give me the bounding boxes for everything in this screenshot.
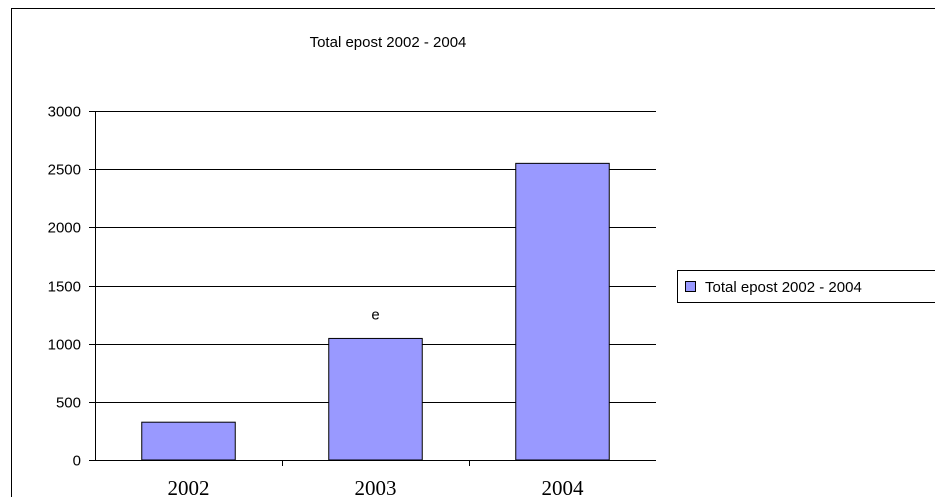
bar-2003 <box>328 337 423 461</box>
annotations: e <box>371 306 379 323</box>
y-tick-label: 2500 <box>48 162 81 179</box>
y-tick-label: 3000 <box>48 104 81 121</box>
y-axis-tick-labels: 0 500 1000 1500 2000 2500 3000 <box>48 104 81 470</box>
legend-label: Total epost 2002 - 2004 <box>705 279 862 296</box>
y-tick-label: 500 <box>56 395 81 412</box>
annotation-label: e <box>371 306 379 323</box>
x-axis-tick-labels: 2002 2003 2004 <box>168 460 585 497</box>
x-tick-label: 2004 <box>542 476 585 497</box>
x-tick-label: 2002 <box>168 476 210 497</box>
chart-area-border <box>11 8 935 497</box>
y-tick-label: 0 <box>73 453 81 470</box>
y-tick-label: 1500 <box>48 279 81 296</box>
legend: Total epost 2002 - 2004 <box>677 270 935 303</box>
bars <box>141 162 610 461</box>
bar-2002 <box>141 421 236 461</box>
bar-2004 <box>515 162 610 461</box>
chart-title: Total epost 2002 - 2004 <box>310 34 467 51</box>
y-tick-label: 1000 <box>48 337 81 354</box>
x-tick-label: 2003 <box>355 476 397 497</box>
y-tick-label: 2000 <box>48 220 81 237</box>
legend-box <box>677 270 935 303</box>
legend-swatch <box>685 281 696 292</box>
